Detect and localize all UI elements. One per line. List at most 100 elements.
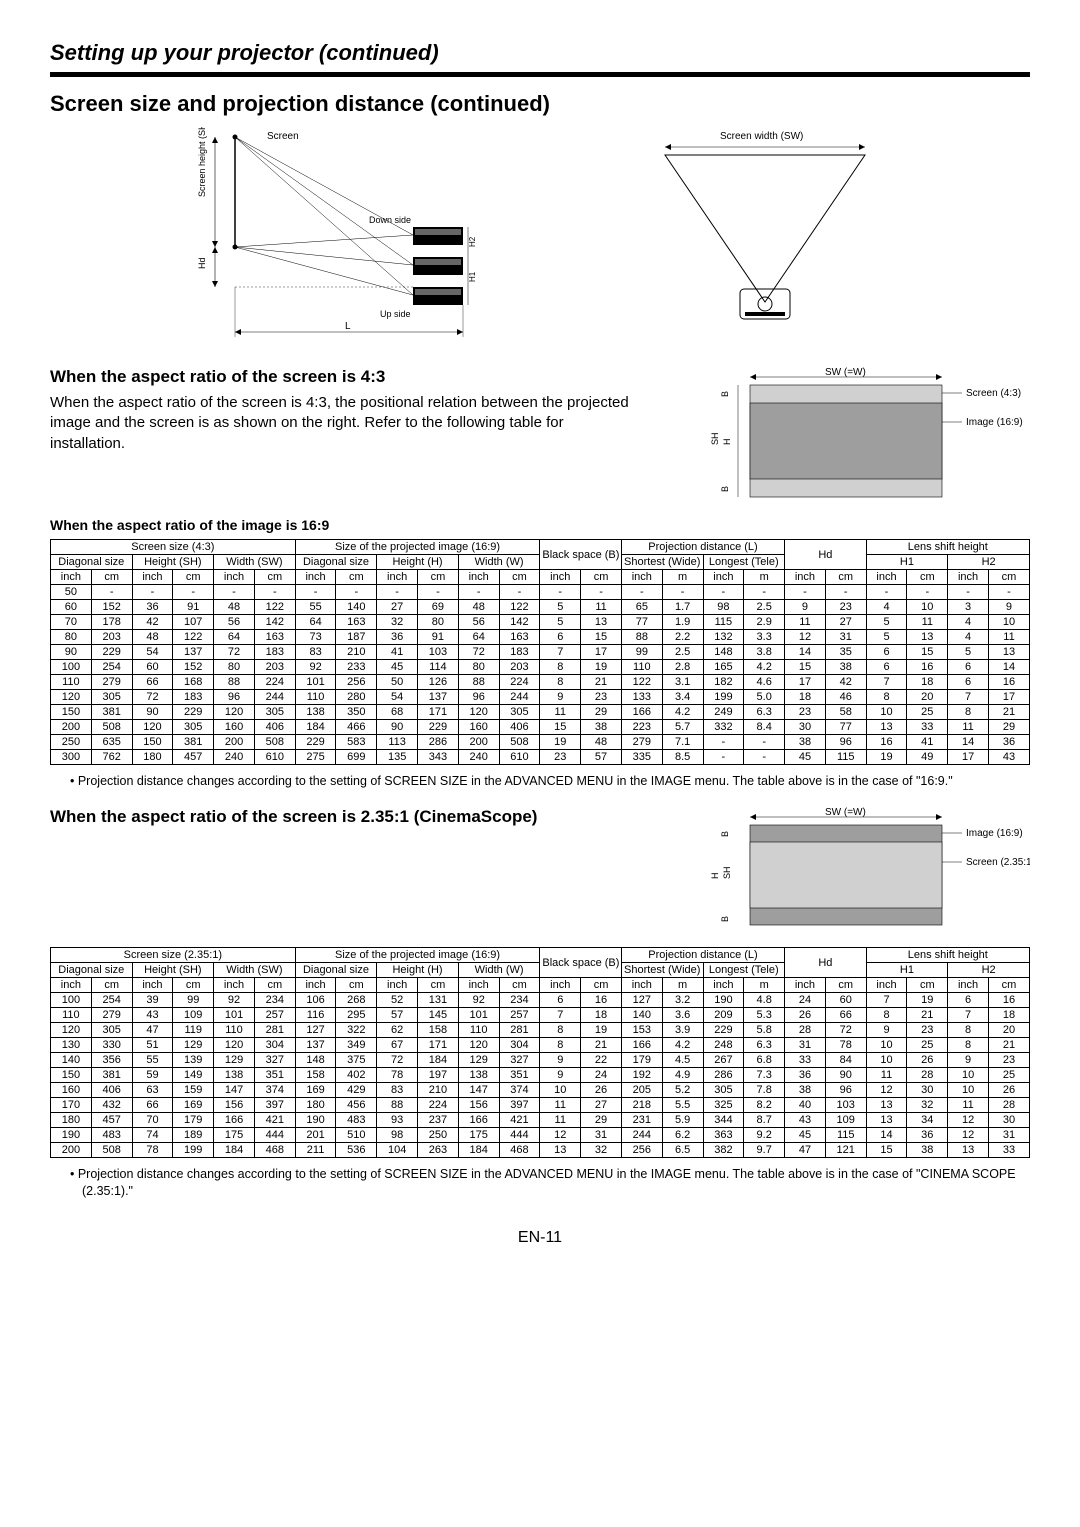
th-unit: inch: [785, 570, 826, 585]
table-cell: 115: [703, 615, 744, 630]
table-row: 1704326616915639718045688224156397112721…: [51, 1098, 1030, 1113]
table-cell: 16: [907, 660, 948, 675]
table-cell: 23: [907, 1023, 948, 1038]
table-row: 1503819022912030513835068171120305112916…: [51, 705, 1030, 720]
table-cell: -: [825, 585, 866, 600]
table-cell: 30: [988, 1113, 1029, 1128]
table-cell: 140: [621, 1008, 662, 1023]
table-cell: 39: [132, 993, 173, 1008]
table-cell: 77: [825, 720, 866, 735]
table-cell: 381: [173, 735, 214, 750]
table-cell: 34: [907, 1113, 948, 1128]
table-cell: 28: [907, 1068, 948, 1083]
table-cell: 12: [948, 1128, 989, 1143]
table-cell: 140: [336, 600, 377, 615]
table-cell: 286: [418, 735, 459, 750]
table-cell: 610: [499, 750, 540, 765]
th-unit: cm: [254, 570, 295, 585]
table-cell: 4.6: [744, 675, 785, 690]
table-cell: 229: [295, 735, 336, 750]
th-unit: inch: [948, 978, 989, 993]
th-unit: inch: [132, 978, 173, 993]
th-unit: m: [662, 570, 703, 585]
table-cell: 32: [907, 1098, 948, 1113]
table-row: 6015236914812255140276948122511651.7982.…: [51, 600, 1030, 615]
table-cell: 114: [418, 660, 459, 675]
table-cell: 406: [499, 720, 540, 735]
table-cell: 762: [91, 750, 132, 765]
table-cell: 152: [173, 660, 214, 675]
table-cell: 26: [907, 1053, 948, 1068]
table-cell: 43: [988, 750, 1029, 765]
table-cell: -: [988, 585, 1029, 600]
table-cell: 18: [785, 690, 826, 705]
th-unit: inch: [621, 570, 662, 585]
table-cell: 2.5: [744, 600, 785, 615]
table-cell: 240: [214, 750, 255, 765]
table-cell: 14: [988, 660, 1029, 675]
th-mid: Width (SW): [214, 963, 296, 978]
table-cell: 15: [540, 720, 581, 735]
table-cell: 101: [458, 1008, 499, 1023]
table-cell: -: [744, 750, 785, 765]
table-cell: 240: [458, 750, 499, 765]
table-cell: 332: [703, 720, 744, 735]
table-cell: 9: [988, 600, 1029, 615]
table-cell: 5.7: [662, 720, 703, 735]
th-unit: inch: [214, 570, 255, 585]
table-cell: 129: [214, 1053, 255, 1068]
aspect-235-diagram: SW (=W) Image (16:9) Screen (2.35:1) B H…: [670, 807, 1030, 937]
th-mid: Height (SH): [132, 555, 214, 570]
table-cell: 10: [866, 705, 907, 720]
table-cell: 8.4: [744, 720, 785, 735]
th-unit: inch: [866, 570, 907, 585]
table-cell: 122: [173, 630, 214, 645]
table-cell: 56: [458, 615, 499, 630]
h2-label: H2: [468, 236, 477, 247]
table-cell: 31: [785, 1038, 826, 1053]
table-cell: 16: [581, 993, 622, 1008]
table-cell: 80: [51, 630, 92, 645]
table-cell: 305: [91, 690, 132, 705]
b-top2: B: [720, 831, 730, 837]
table-cell: 55: [295, 600, 336, 615]
table-cell: 90: [377, 720, 418, 735]
table-cell: 120: [51, 690, 92, 705]
table-cell: 116: [295, 1008, 336, 1023]
table-cell: 12: [866, 1083, 907, 1098]
table-cell: 508: [91, 1143, 132, 1158]
projection-front-diagram: Screen width (SW): [635, 127, 895, 337]
table-cell: 267: [703, 1053, 744, 1068]
table-cell: 120: [458, 705, 499, 720]
th-unit: cm: [91, 978, 132, 993]
table-cell: 7.3: [744, 1068, 785, 1083]
table-cell: -: [173, 585, 214, 600]
l-label: L: [345, 321, 351, 332]
th-top: Lens shift height: [866, 540, 1029, 555]
table-cell: 201: [295, 1128, 336, 1143]
table-row: 2005087819918446821153610426318446813322…: [51, 1143, 1030, 1158]
table-cell: 4: [866, 600, 907, 615]
table-cell: 187: [336, 630, 377, 645]
table-row: 10025460152802039223345114802038191102.8…: [51, 660, 1030, 675]
table-cell: 113: [377, 735, 418, 750]
table-cell: 229: [418, 720, 459, 735]
table-cell: 203: [91, 630, 132, 645]
image169-label: Image (16:9): [966, 417, 1023, 428]
table-row: 1604066315914737416942983210147374102620…: [51, 1083, 1030, 1098]
table-cell: 6.3: [744, 705, 785, 720]
table-cell: 356: [91, 1053, 132, 1068]
table-cell: 4: [948, 615, 989, 630]
table-cell: 83: [295, 645, 336, 660]
table-cell: 64: [458, 630, 499, 645]
table-cell: 4.5: [662, 1053, 703, 1068]
table-cell: 60: [51, 600, 92, 615]
table-cell: 56: [214, 615, 255, 630]
table-cell: 72: [132, 690, 173, 705]
th-unit: m: [662, 978, 703, 993]
table-cell: 17: [581, 645, 622, 660]
th-mid: Longest (Tele): [703, 555, 785, 570]
table-cell: 90: [825, 1068, 866, 1083]
table-cell: 28: [988, 1098, 1029, 1113]
table-cell: 189: [173, 1128, 214, 1143]
